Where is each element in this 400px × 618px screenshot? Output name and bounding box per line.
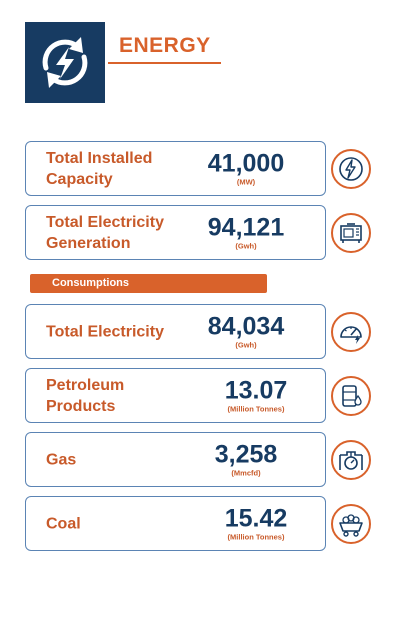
card-label: Gas: [46, 451, 77, 468]
card-label: Total Installed Capacity: [46, 149, 153, 188]
card-value: 94,121: [207, 212, 285, 241]
card-unit: (Mmcfd): [231, 467, 261, 477]
gas-pipeline-icon: [339, 450, 363, 470]
renewable-energy-bolt-icon: [42, 37, 88, 88]
value-block: 3,258 (Mmcfd): [206, 441, 286, 477]
card-icon-circle: [331, 375, 371, 416]
card-gas: Gas 3,258 (Mmcfd): [25, 432, 371, 487]
card-label: Total Electricity: [46, 323, 164, 340]
card-value: 15.42: [224, 503, 288, 532]
page-title: ENERGY: [119, 34, 211, 57]
card-coal: Coal 15.42 (Million Tonnes): [25, 496, 371, 551]
card-label: Coal: [46, 515, 81, 532]
card-icon-circle: [331, 503, 371, 544]
card-installed-capacity: Total Installed Capacity 41,000 (MW): [25, 141, 371, 196]
card-electricity-generation: Total Electricity Generation 94,121 (Gwh…: [25, 205, 371, 260]
card-icon-circle: [331, 148, 371, 189]
card-petroleum-products: Petroleum Products 13.07 (Million Tonnes…: [25, 368, 371, 423]
card-label: Total Electricity Generation: [46, 213, 164, 252]
generator-icon: [340, 222, 362, 243]
card-value: 13.07: [224, 375, 288, 404]
oil-barrel-icon: [342, 384, 362, 407]
card-value: 3,258: [214, 439, 278, 468]
card-value: 41,000: [207, 148, 285, 177]
card-unit: (Gwh): [235, 339, 257, 349]
card-icon-circle: [331, 439, 371, 480]
card-unit: (Gwh): [235, 240, 257, 250]
card-unit: (Million Tonnes): [227, 403, 285, 413]
card-icon-circle: [331, 311, 371, 352]
energy-logo: [25, 22, 105, 103]
meter-gauge-icon: [340, 325, 362, 344]
section-banner-consumptions: Consumptions: [30, 274, 267, 293]
value-block: 94,121 (Gwh): [206, 214, 286, 250]
card-electricity-consumption: Total Electricity 84,034 (Gwh): [25, 304, 371, 359]
value-block: 13.07 (Million Tonnes): [206, 377, 306, 413]
card-label: Petroleum Products: [46, 376, 125, 415]
value-block: 15.42 (Million Tonnes): [206, 505, 306, 541]
lightning-bolt-icon: [339, 156, 363, 181]
card-icon-circle: [331, 212, 371, 253]
value-block: 84,034 (Gwh): [206, 313, 286, 349]
card-value: 84,034: [207, 311, 285, 340]
section-label: Consumptions: [52, 277, 129, 289]
value-block: 41,000 (MW): [206, 150, 286, 186]
title-underline: [108, 62, 221, 64]
card-unit: (Million Tonnes): [227, 531, 285, 541]
coal-cart-icon: [339, 513, 363, 537]
card-unit: (MW): [236, 176, 256, 186]
